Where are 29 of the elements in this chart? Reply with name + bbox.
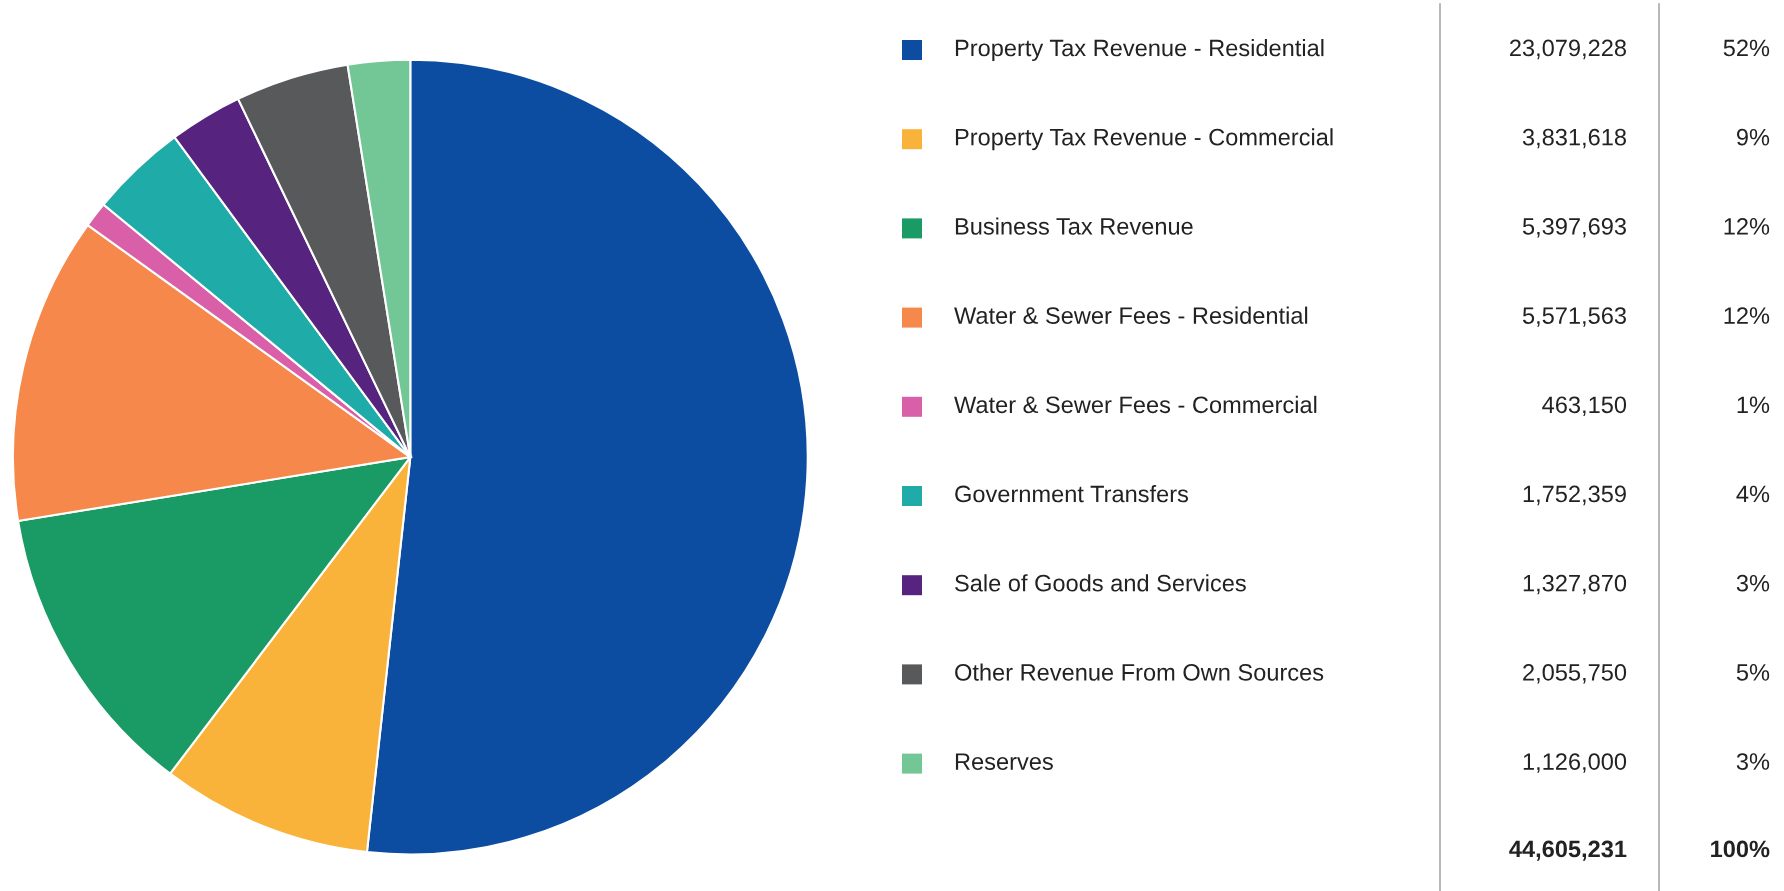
text: 44,605,231 (1509, 840, 1627, 861)
text: 100% (1711, 840, 1770, 858)
data-label: 1,327,870 (1523, 574, 1627, 595)
text: 5% (1736, 664, 1770, 681)
data-label: 5,397,693 (1522, 218, 1626, 238)
text: 52% (1723, 39, 1770, 57)
legend-label: Property Tax Revenue - Commercial (955, 128, 1333, 151)
data-label: 1,126,000 (1523, 753, 1627, 773)
legend-label: Water & Sewer Fees - Commercial (954, 395, 1317, 414)
text: 3% (1736, 574, 1770, 592)
data-label: 3,831,618 (1522, 128, 1626, 149)
text: 9% (1736, 128, 1770, 146)
text: 1% (1737, 396, 1770, 414)
legend-label: Business Tax Revenue (955, 217, 1193, 235)
legend-label: Government Transfers (955, 485, 1189, 503)
legend-label: Water & Sewer Fees - Residential (954, 306, 1308, 324)
text: 4% (1736, 485, 1770, 503)
legend-label: Sale of Goods and Services (955, 574, 1246, 592)
legend-label: Other Revenue From Own Sources (955, 663, 1324, 681)
text: 12% (1724, 218, 1770, 235)
data-label: 463,150 (1542, 396, 1627, 416)
data-label: 2,055,750 (1523, 664, 1627, 684)
data-label: 23,079,228 (1510, 39, 1626, 60)
legend-label: Property Tax Revenue - Residential (955, 39, 1324, 61)
data-label: 1,752,359 (1523, 485, 1626, 506)
text: 3% (1736, 753, 1770, 770)
data-label: 5,571,563 (1522, 307, 1626, 327)
legend-label: Reserves (955, 753, 1053, 770)
text: 12% (1724, 307, 1770, 324)
